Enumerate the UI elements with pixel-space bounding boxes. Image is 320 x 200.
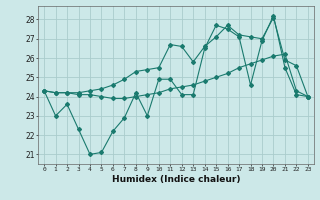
X-axis label: Humidex (Indice chaleur): Humidex (Indice chaleur) bbox=[112, 175, 240, 184]
